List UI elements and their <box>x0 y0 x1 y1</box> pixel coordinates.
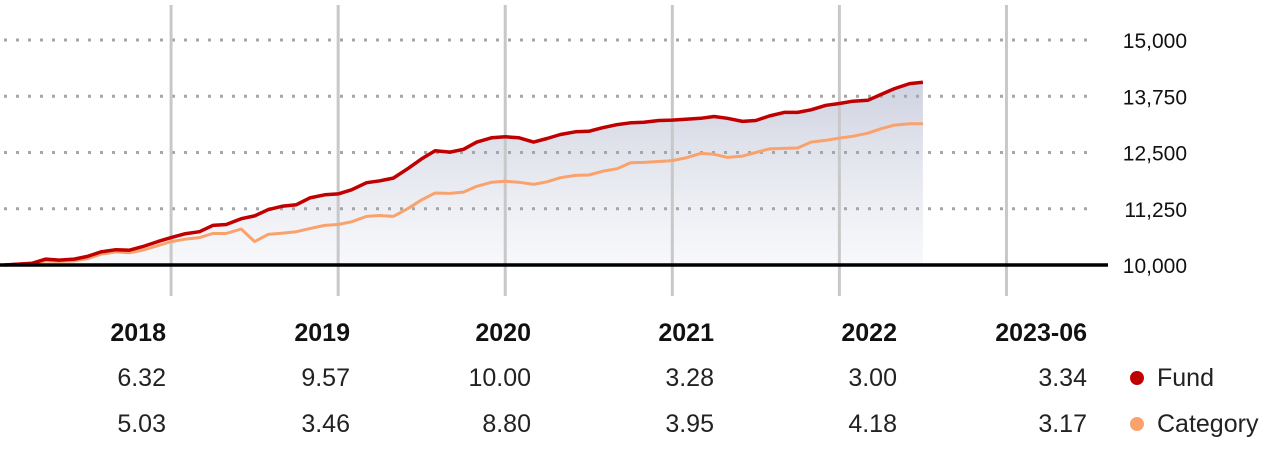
fund-legend-dot-icon <box>1130 371 1144 385</box>
series-line-category <box>3 122 923 267</box>
y-tick-label: 10,000 <box>1123 255 1187 278</box>
year-label: 2018 <box>110 319 166 347</box>
year-label: 2023-06 <box>995 319 1087 347</box>
category-legend-dot-icon <box>1130 417 1144 431</box>
y-tick-label: 12,500 <box>1123 143 1187 166</box>
fund-return-value: 10.00 <box>468 364 531 392</box>
fund-return-value: 3.00 <box>848 364 897 392</box>
y-tick-labels: 15,000 13,750 12,500 11,250 10,000 <box>1123 30 1187 278</box>
year-label: 2021 <box>658 319 714 347</box>
year-header-row: 2018 2019 2020 2021 2022 2023-06 <box>110 319 1087 347</box>
y-tick-label: 15,000 <box>1123 30 1187 53</box>
fund-return-value: 9.57 <box>301 364 350 392</box>
category-return-value: 8.80 <box>482 410 531 438</box>
category-return-value: 4.18 <box>848 410 897 438</box>
legend-item-category: Category <box>1130 410 1259 438</box>
series-line-fund <box>3 80 924 267</box>
y-tick-label: 11,250 <box>1124 199 1187 222</box>
category-return-value: 5.03 <box>117 410 166 438</box>
category-return-value: 3.17 <box>1038 410 1087 438</box>
legend-label-fund: Fund <box>1157 364 1214 392</box>
fund-area <box>4 82 923 265</box>
year-label: 2020 <box>475 319 531 347</box>
year-label: 2019 <box>294 319 350 347</box>
legend-item-fund: Fund <box>1130 364 1214 392</box>
fund-returns-row: 6.32 9.57 10.00 3.28 3.00 3.34 <box>117 364 1087 392</box>
fund-return-value: 3.28 <box>665 364 714 392</box>
y-tick-label: 13,750 <box>1123 86 1187 109</box>
year-label: 2022 <box>841 319 897 347</box>
y-gridlines <box>4 38 1090 211</box>
legend: Fund Category <box>1130 364 1259 438</box>
fund-area-fill <box>4 82 923 265</box>
legend-label-category: Category <box>1157 410 1259 438</box>
category-return-value: 3.46 <box>301 410 350 438</box>
fund-return-value: 6.32 <box>117 364 166 392</box>
fund-return-value: 3.34 <box>1038 364 1087 392</box>
year-dividers <box>169 5 1008 296</box>
category-return-value: 3.95 <box>665 410 714 438</box>
category-returns-row: 5.03 3.46 8.80 3.95 4.18 3.17 <box>117 410 1087 438</box>
annual-returns-table: 2018 2019 2020 2021 2022 2023-06 6.32 9.… <box>110 319 1087 438</box>
series-lines <box>3 80 924 267</box>
